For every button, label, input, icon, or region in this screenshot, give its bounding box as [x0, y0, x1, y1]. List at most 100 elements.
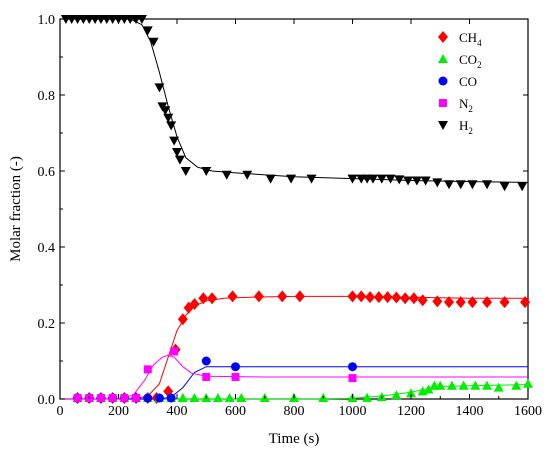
co2-point	[523, 378, 533, 388]
legend: CH4 CO2 CO N2 H2	[438, 30, 482, 136]
h2-point	[169, 136, 180, 146]
co2-point	[189, 393, 200, 402]
h2-point	[367, 174, 378, 184]
y-axis-title: Molar fraction (-)	[8, 156, 24, 262]
ch4-point	[189, 298, 200, 310]
h2-point	[482, 180, 493, 190]
co2-point	[177, 393, 188, 402]
x-axis-title: Time (s)	[269, 431, 320, 447]
plot-border	[59, 18, 529, 400]
co-point	[348, 362, 357, 372]
co2-point	[236, 393, 247, 402]
ch4-point	[499, 296, 510, 309]
x-tick-label: 1400	[456, 404, 484, 419]
co-point	[231, 362, 240, 372]
n2-point	[96, 394, 105, 402]
h2-point	[142, 26, 153, 36]
h2-point	[411, 176, 422, 186]
legend-n2-label: N2	[459, 96, 473, 114]
co2-point	[406, 388, 416, 398]
ch4-point	[382, 291, 393, 304]
co-point	[166, 393, 176, 403]
co2-point	[362, 392, 373, 402]
n2-point	[108, 394, 117, 402]
n2-fit-line	[60, 354, 528, 400]
h2-point	[172, 148, 182, 157]
legend-h2-marker	[438, 121, 448, 130]
ch4-point	[177, 313, 188, 326]
y-tick-label: 0.8	[38, 89, 56, 104]
ch4-point	[455, 296, 466, 309]
ch4-point	[417, 294, 428, 307]
axes: 0 200 400 600 800 1000 1200 1400 1600 0.0 0.2 0.4 0.…	[38, 13, 543, 419]
h2-point	[394, 175, 405, 185]
y-tick-label: 1.0	[38, 13, 56, 28]
n2-point	[348, 374, 357, 383]
ch4-point	[253, 290, 264, 303]
h2-point	[499, 182, 510, 192]
h2-point	[385, 174, 396, 184]
h2-point	[160, 106, 171, 116]
h2-point	[467, 180, 478, 190]
ch4-point	[520, 296, 531, 309]
co2-point	[423, 384, 434, 394]
h2-point	[444, 180, 455, 190]
co2-point	[212, 393, 223, 402]
h2-point	[136, 15, 147, 24]
ch4-point	[277, 290, 288, 303]
co-point	[201, 356, 211, 366]
n2-point	[73, 394, 82, 402]
h2-point	[403, 176, 414, 186]
n2-point	[231, 372, 240, 381]
legend-co-label: CO	[459, 74, 477, 89]
co-point	[154, 393, 164, 403]
co2-point	[224, 393, 235, 402]
co2-point	[435, 380, 446, 390]
h2-point	[265, 174, 276, 184]
ch4-point	[294, 290, 305, 303]
y-tick-label: 0.4	[38, 241, 56, 256]
co2-point	[391, 390, 402, 400]
h2-point	[148, 37, 159, 47]
h2-point	[174, 155, 185, 165]
h2-point	[163, 113, 174, 123]
ch4-point	[467, 296, 478, 309]
legend-co-marker	[438, 76, 448, 86]
h2-point	[517, 182, 528, 192]
x-tick-label: 600	[225, 404, 246, 419]
x-tick-label: 1000	[339, 404, 367, 419]
x-tick-label: 1200	[397, 404, 425, 419]
h2-point	[154, 83, 165, 93]
h2-point	[221, 170, 232, 180]
h2-point	[242, 170, 253, 180]
ch4-point	[207, 292, 218, 305]
ch4-point	[482, 296, 493, 309]
co2-point	[493, 382, 504, 392]
ch4-point	[444, 296, 455, 309]
co2-point	[511, 380, 522, 390]
n2-point	[132, 394, 141, 402]
x-tick-label: 200	[108, 404, 129, 419]
ch4-point	[400, 292, 411, 305]
legend-co2-label: CO2	[459, 52, 482, 70]
n2-point	[202, 372, 211, 381]
x-tick-label: 400	[167, 404, 188, 419]
x-tick-label: 1600	[514, 404, 542, 419]
ch4-point	[347, 290, 358, 303]
h2-point	[286, 174, 297, 184]
ch4-point	[391, 291, 402, 304]
h2-point	[166, 121, 177, 131]
h2-point	[347, 174, 358, 184]
co2-point	[446, 380, 457, 390]
h2-point	[376, 174, 387, 184]
n2-point	[120, 394, 129, 402]
y-tick-label: 0.0	[38, 393, 56, 408]
h2-point	[432, 178, 443, 188]
h2-point	[306, 174, 317, 184]
x-tick-label: 0	[57, 404, 64, 419]
ch4-point	[356, 290, 367, 303]
h2-point	[201, 167, 212, 176]
n2-point	[170, 347, 179, 356]
ch4-point	[373, 291, 384, 304]
